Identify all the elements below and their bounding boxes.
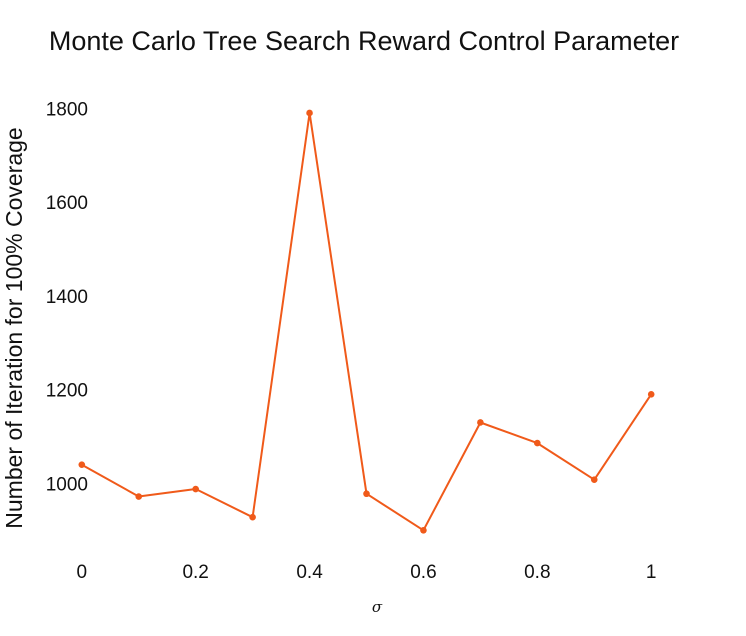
x-tick-label: 0.4 [296, 562, 323, 583]
y-tick-label: 1600 [46, 193, 88, 214]
data-point [192, 485, 199, 493]
y-tick-label: 1200 [46, 381, 88, 402]
data-point [249, 513, 256, 521]
x-tick-label: 0.2 [182, 562, 208, 583]
data-point [78, 461, 86, 468]
y-axis-ticks: 1000 1200 1400 1600 1800 [46, 99, 88, 495]
data-point [135, 493, 143, 500]
data-point [306, 109, 313, 117]
data-point [477, 419, 484, 426]
y-tick-label: 1000 [46, 474, 88, 495]
plot-area [78, 109, 655, 534]
data-point [647, 391, 655, 398]
chart-title: Monte Carlo Tree Search Reward Control P… [49, 26, 679, 56]
x-axis-label: σ [372, 598, 383, 616]
x-tick-label: 0.8 [524, 562, 550, 583]
y-tick-label: 1400 [46, 287, 88, 308]
y-axis-label: Number of Iteration for 100% Coverage [1, 127, 27, 528]
series-line [81, 112, 653, 532]
data-point [363, 490, 370, 498]
data-point [534, 439, 541, 447]
x-tick-label: 0.6 [410, 562, 436, 583]
y-tick-label: 1800 [46, 99, 88, 120]
x-tick-label: 1 [646, 562, 657, 583]
x-tick-label: 0 [76, 562, 87, 583]
data-point [420, 527, 427, 534]
data-point [590, 476, 598, 483]
x-axis-ticks: 0 0.2 0.4 0.6 0.8 1 [76, 562, 656, 583]
